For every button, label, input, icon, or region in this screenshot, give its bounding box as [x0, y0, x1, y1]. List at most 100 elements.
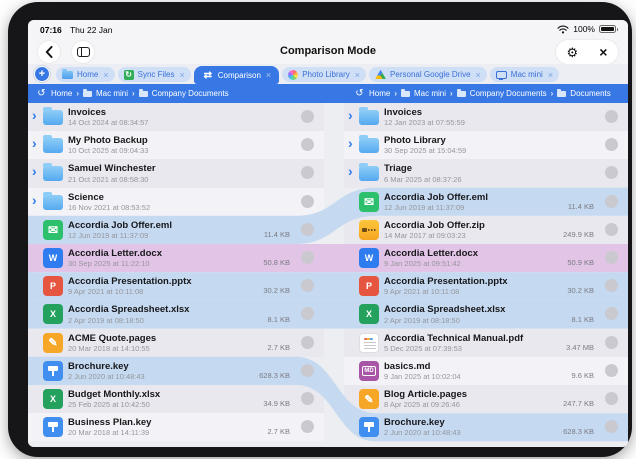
- file-row[interactable]: Business Plan.key 20 Mar 2018 at 14:11:3…: [28, 413, 324, 441]
- disclosure-chevron-icon[interactable]: ›: [348, 163, 353, 180]
- file-row[interactable]: › Photo Library 30 Sep 2025 at 15:04:59: [344, 131, 628, 159]
- tab-close-icon[interactable]: ×: [354, 69, 361, 80]
- tab-home[interactable]: Home ×: [56, 67, 115, 82]
- tab-label: Sync Files: [137, 70, 175, 79]
- file-row[interactable]: › Triage 6 Mar 2025 at 08:37:26: [344, 159, 628, 187]
- file-row[interactable]: X Accordia Spreadsheet.xlsx 2 Apr 2019 a…: [344, 300, 628, 328]
- disclosure-chevron-icon[interactable]: ›: [32, 191, 37, 208]
- file-row[interactable]: W Accordia Letter.docx 9 Jan 2025 at 09:…: [344, 244, 628, 272]
- select-circle[interactable]: [301, 335, 314, 349]
- file-row[interactable]: ✎ ACME Quote.pages 20 Mar 2018 at 14:10:…: [28, 329, 324, 357]
- disclosure-chevron-icon[interactable]: ›: [32, 135, 37, 152]
- file-name: Invoices: [68, 107, 107, 118]
- disclosure-chevron-icon[interactable]: ›: [348, 135, 353, 152]
- select-circle[interactable]: [605, 307, 618, 321]
- file-date: 12 Jun 2019 at 11:37:09: [68, 230, 149, 240]
- file-row[interactable]: › Invoices 12 Jan 2023 at 07:55:59: [344, 103, 628, 131]
- back-button[interactable]: [38, 41, 60, 63]
- file-size: 30.2 KB: [567, 286, 594, 296]
- disclosure-chevron-icon[interactable]: ›: [348, 107, 353, 123]
- select-circle[interactable]: [301, 138, 314, 152]
- file-row[interactable]: X Accordia Spreadsheet.xlsx 2 Apr 2019 a…: [28, 300, 324, 328]
- breadcrumb-segment[interactable]: Home: [369, 89, 391, 98]
- select-circle[interactable]: [301, 166, 314, 180]
- tab-close-icon[interactable]: ×: [475, 69, 481, 80]
- select-circle[interactable]: [605, 363, 618, 377]
- tab-close-icon[interactable]: ×: [179, 69, 185, 80]
- select-circle[interactable]: [605, 279, 618, 293]
- breadcrumb-segment[interactable]: Documents: [570, 89, 611, 98]
- file-row[interactable]: Accordia Technical Manual.pdf 5 Dec 2025…: [344, 329, 628, 357]
- file-size: 247.7 KB: [563, 399, 594, 409]
- file-date: 20 Mar 2018 at 14:11:39: [68, 428, 150, 438]
- tab-close-icon[interactable]: ×: [265, 70, 272, 80]
- add-tab-button[interactable]: +: [34, 66, 50, 82]
- tab-personal-google-drive[interactable]: Personal Google Drive ×: [369, 67, 487, 82]
- settings-button[interactable]: ⚙: [566, 44, 579, 60]
- file-row-background: [344, 356, 628, 385]
- file-row[interactable]: › Samuel Winchester 21 Oct 2021 at 08:58…: [28, 159, 324, 187]
- file-row[interactable]: Accordia Job Offer.zip 14 Mar 2017 at 09…: [344, 216, 628, 244]
- breadcrumb-segment[interactable]: Home: [51, 89, 73, 98]
- file-row[interactable]: P Accordia Presentation.pptx 9 Apr 2021 …: [28, 272, 324, 300]
- file-row[interactable]: › My Photo Backup 10 Oct 2025 at 09:04:3…: [28, 131, 324, 159]
- select-circle[interactable]: [301, 110, 314, 123]
- select-circle[interactable]: [605, 166, 618, 180]
- select-circle[interactable]: [605, 392, 618, 405]
- file-row[interactable]: ✉ Accordia Job Offer.eml 12 Jun 2019 at …: [344, 188, 628, 216]
- select-circle[interactable]: [605, 335, 618, 349]
- select-circle[interactable]: [301, 279, 314, 293]
- select-circle[interactable]: [605, 251, 618, 264]
- tab-mac-mini[interactable]: Mac mini ×: [489, 67, 560, 82]
- select-circle[interactable]: [301, 363, 314, 377]
- select-circle[interactable]: [301, 420, 314, 434]
- select-circle[interactable]: [301, 307, 314, 321]
- tab-close-icon[interactable]: ×: [103, 69, 109, 80]
- file-date: 9 Apr 2021 at 10:11:08: [68, 287, 144, 297]
- file-row[interactable]: › Science 16 Nov 2021 at 08:53:52: [28, 188, 324, 216]
- sidebar-toggle-button[interactable]: [72, 41, 94, 63]
- file-row[interactable]: P Accordia Presentation.pptx 9 Apr 2021 …: [344, 272, 628, 300]
- disclosure-chevron-icon[interactable]: ›: [32, 107, 37, 123]
- tab-comparison[interactable]: ⇄ Comparison ×: [193, 66, 280, 84]
- select-circle[interactable]: [605, 138, 618, 152]
- select-circle[interactable]: [605, 194, 618, 208]
- select-circle[interactable]: [605, 420, 618, 434]
- tab-photo-library[interactable]: Photo Library ×: [282, 67, 367, 82]
- tab-sync-files[interactable]: ↻ Sync Files ×: [117, 67, 191, 82]
- file-row[interactable]: basics.md 9 Jan 2025 at 10:02:04 9.6 KB: [344, 357, 628, 385]
- match-ribbon-blue: [28, 187, 628, 244]
- breadcrumb-segment[interactable]: Company Documents: [469, 89, 547, 98]
- select-circle[interactable]: [301, 392, 314, 405]
- breadcrumb-segment[interactable]: Company Documents: [151, 89, 229, 98]
- tab-close-icon[interactable]: ×: [547, 69, 554, 80]
- file-date: 21 Oct 2021 at 08:58:30: [68, 174, 149, 184]
- xlsx-icon: X: [43, 304, 63, 325]
- pptx-icon: P: [359, 276, 379, 297]
- file-row[interactable]: › Invoices 14 Oct 2024 at 08:34:57: [28, 103, 324, 131]
- close-button[interactable]: ×: [599, 44, 608, 60]
- file-date: 30 Sep 2025 at 15:04:59: [384, 146, 467, 156]
- breadcrumb-segment[interactable]: Mac mini: [96, 89, 129, 98]
- chevron-left-icon: [45, 46, 53, 58]
- disclosure-chevron-icon[interactable]: ›: [32, 163, 37, 180]
- history-icon[interactable]: ↺: [37, 87, 46, 99]
- select-circle[interactable]: [605, 110, 618, 123]
- file-row[interactable]: X Budget Monthly.xlsx 25 Feb 2025 at 10:…: [28, 385, 324, 413]
- history-icon[interactable]: ↺: [355, 87, 364, 99]
- select-circle[interactable]: [301, 251, 314, 264]
- file-row[interactable]: ✉ Accordia Job Offer.eml 12 Jun 2019 at …: [28, 216, 324, 244]
- select-circle[interactable]: [605, 222, 618, 236]
- match-ribbon-blue: [28, 356, 628, 442]
- select-circle[interactable]: [301, 194, 314, 208]
- file-row[interactable]: Brochure.key 2 Jun 2020 at 10:48:43 628.…: [28, 357, 324, 385]
- file-row[interactable]: W Accordia Letter.docx 30 Sep 2025 at 11…: [28, 244, 324, 272]
- breadcrumb-segment[interactable]: Mac mini: [414, 89, 447, 98]
- folder-glyph-icon: [138, 88, 148, 97]
- select-circle[interactable]: [301, 222, 314, 236]
- file-date: 9 Apr 2021 at 10:11:08: [384, 287, 460, 297]
- file-row-background: [28, 413, 324, 442]
- file-row[interactable]: Brochure.key 2 Jun 2020 at 10:48:43 628.…: [344, 413, 628, 441]
- status-bar: 07:16 Thu 22 Jan 100%: [28, 20, 628, 40]
- file-row[interactable]: ✎ Blog Article.pages 8 Apr 2025 at 09:26…: [344, 385, 628, 413]
